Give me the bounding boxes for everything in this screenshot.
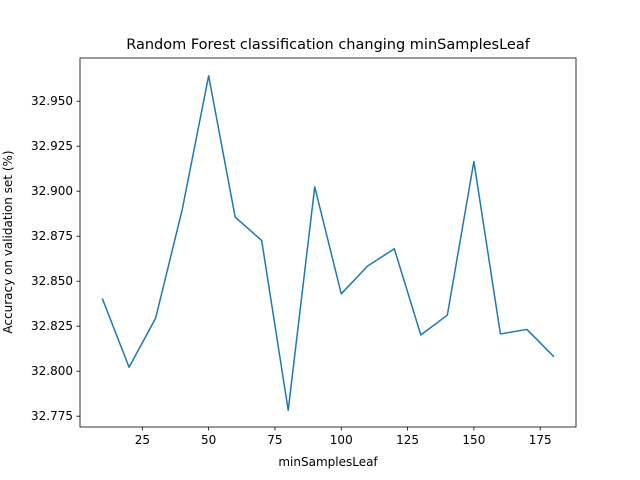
x-tick-label: 25 [135,433,150,447]
x-tick-label: 175 [529,433,552,447]
y-axis-label: Accuracy on validation set (%) [1,150,15,333]
y-tick-label: 32.850 [31,274,73,288]
x-axis-label: minSamplesLeaf [278,455,378,469]
y-tick-label: 32.775 [31,409,73,423]
chart-title: Random Forest classification changing mi… [126,37,531,53]
x-tick-label: 75 [267,433,282,447]
y-tick-label: 32.950 [31,94,73,108]
x-tick-label: 150 [462,433,485,447]
y-tick-label: 32.900 [31,184,73,198]
plot-area: 25 50 75 100 125 150 175 32.775 32.800 32.825 32.8… [31,57,577,447]
series-line-0 [101,75,555,412]
x-tick-label: 50 [201,433,216,447]
y-tick-label: 32.800 [31,364,73,378]
x-tick-label: 100 [330,433,353,447]
axes-frame [79,57,577,428]
y-tick-label: 32.825 [31,319,73,333]
y-tick-label: 32.925 [31,139,73,153]
y-tick-label: 32.875 [31,229,73,243]
x-tick-label: 125 [396,433,419,447]
